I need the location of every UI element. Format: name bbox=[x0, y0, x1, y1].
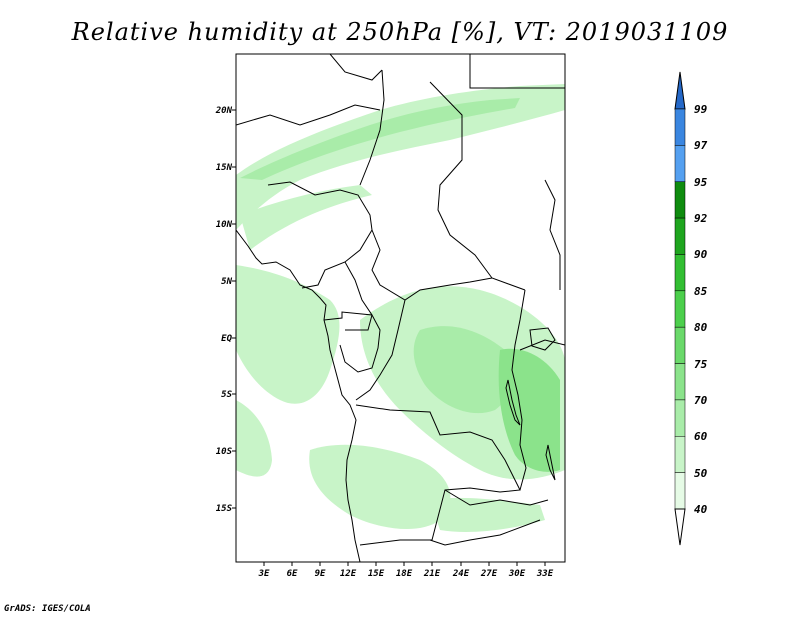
lon-tick-label: 3E bbox=[258, 569, 270, 579]
humidity-patch-west bbox=[236, 265, 340, 404]
humidity-band-north bbox=[236, 84, 565, 230]
lon-tick-label: 18E bbox=[396, 569, 413, 579]
colorbar-label: 80 bbox=[694, 321, 708, 334]
humidity-patch-south bbox=[430, 497, 545, 532]
border-libya-algeria bbox=[329, 54, 383, 81]
colorbar: 99 97 95 92 90 85 80 75 70 60 50 40 bbox=[674, 71, 708, 546]
humidity-patch-southwest bbox=[236, 400, 272, 477]
lake-malawi bbox=[545, 444, 556, 481]
lat-tick-label: 5N bbox=[221, 277, 232, 287]
colorbar-segment bbox=[674, 145, 686, 182]
border-sudan bbox=[429, 81, 526, 291]
colorbar-label: 75 bbox=[694, 358, 708, 371]
colorbar-segment bbox=[674, 217, 686, 255]
colorbar-label: 50 bbox=[694, 467, 708, 480]
colorbar-segment bbox=[674, 326, 686, 364]
colorbar-segment bbox=[674, 472, 686, 510]
colorbar-segment bbox=[674, 181, 686, 219]
colorbar-bottom-arrow bbox=[674, 508, 686, 546]
colorbar-label: 90 bbox=[694, 248, 708, 261]
colorbar-segment bbox=[674, 290, 686, 328]
colorbar-segment bbox=[674, 399, 686, 437]
lat-tick-label: 5S bbox=[221, 390, 232, 400]
colorbar-label: 60 bbox=[694, 430, 708, 443]
colorbar-label: 40 bbox=[694, 503, 708, 516]
lat-tick-label: 15S bbox=[216, 504, 233, 514]
colorbar-segment bbox=[674, 363, 686, 401]
lon-tick-label: 6E bbox=[287, 569, 298, 579]
humidity-shading bbox=[236, 84, 565, 532]
border-chad-north bbox=[359, 69, 385, 186]
lat-tick-label: 20N bbox=[215, 106, 233, 116]
border-cameroon bbox=[344, 261, 373, 331]
colorbar-label: 97 bbox=[694, 139, 708, 152]
lat-axis: 20N 15N 10N 5N EQ 5S 10S 15S bbox=[215, 106, 233, 514]
lon-tick-label: 27E bbox=[480, 569, 498, 579]
lat-tick-label: EQ bbox=[221, 334, 232, 344]
country-borders bbox=[236, 54, 565, 562]
border-south bbox=[429, 519, 541, 546]
border-angola bbox=[355, 404, 521, 546]
colorbar-label: 70 bbox=[694, 394, 708, 407]
chart-title: Relative humidity at 250hPa [%], VT: 201… bbox=[71, 18, 729, 46]
lat-tick-label: 10S bbox=[216, 447, 233, 457]
axis-ticks bbox=[232, 109, 546, 566]
credit-label: GrADS: IGES/COLA bbox=[4, 604, 91, 614]
border-drc-east bbox=[511, 289, 527, 491]
colorbar-segment bbox=[674, 254, 686, 292]
lat-tick-label: 15N bbox=[216, 163, 233, 173]
lat-tick-label: 10N bbox=[216, 220, 233, 230]
colorbar-top-arrow bbox=[674, 71, 686, 110]
lon-tick-label: 33E bbox=[536, 569, 554, 579]
border-zambia bbox=[444, 489, 549, 506]
lake-tanganyika bbox=[505, 379, 521, 426]
border-east bbox=[544, 179, 561, 290]
lon-tick-label: 30E bbox=[508, 569, 526, 579]
humidity-patch-angola bbox=[309, 444, 451, 530]
humidity-patch-congo-inner bbox=[413, 326, 514, 414]
lon-tick-label: 12E bbox=[340, 569, 357, 579]
colorbar-label: 85 bbox=[694, 285, 708, 298]
lon-tick-label: 21E bbox=[423, 569, 441, 579]
lon-axis: 3E 6E 9E 12E 15E 18E 21E 24E 27E 30E 33E bbox=[258, 569, 554, 579]
coastline-west bbox=[236, 229, 361, 562]
lon-tick-label: 15E bbox=[368, 569, 385, 579]
border-niger bbox=[236, 104, 381, 126]
border-egypt bbox=[469, 54, 565, 89]
border-drc-west bbox=[355, 299, 406, 401]
border-nigeria bbox=[267, 181, 373, 289]
border-tanzania bbox=[519, 339, 565, 351]
humidity-band-sahel bbox=[240, 185, 372, 250]
lake-victoria bbox=[529, 327, 556, 351]
colorbar-segment bbox=[674, 436, 686, 473]
humidity-band-north-inner bbox=[240, 98, 520, 180]
lon-tick-label: 24E bbox=[452, 569, 470, 579]
map-frame bbox=[235, 53, 566, 563]
colorbar-segment bbox=[674, 108, 686, 146]
colorbar-label: 92 bbox=[694, 212, 708, 225]
border-gabon-congo bbox=[323, 311, 381, 373]
colorbar-label: 95 bbox=[694, 176, 708, 189]
colorbar-label: 99 bbox=[694, 103, 708, 116]
lon-tick-label: 9E bbox=[315, 569, 326, 579]
